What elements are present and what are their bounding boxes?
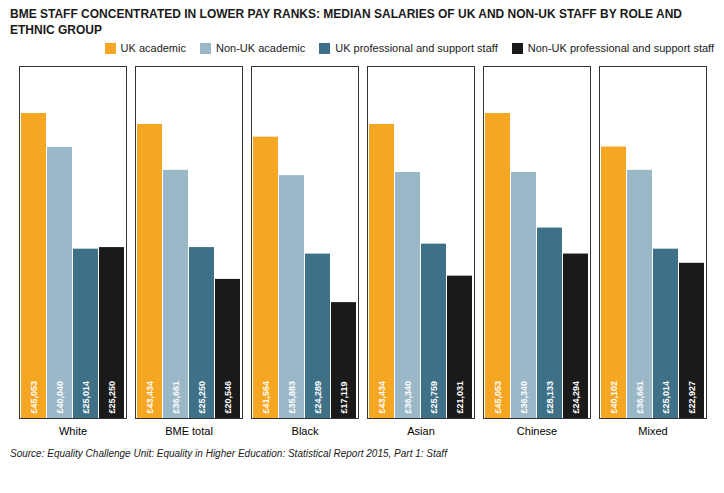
svg-text:£28,133: £28,133	[545, 381, 555, 414]
svg-text:£36,661: £36,661	[635, 381, 645, 414]
svg-text:£35,883: £35,883	[287, 381, 297, 414]
svg-text:£36,661: £36,661	[171, 381, 181, 414]
svg-text:Black: Black	[292, 425, 319, 437]
svg-text:£45,053: £45,053	[29, 381, 39, 414]
svg-text:£36,340: £36,340	[519, 381, 529, 414]
svg-text:£43,434: £43,434	[377, 381, 387, 414]
svg-text:Asian: Asian	[407, 425, 435, 437]
svg-text:£40,102: £40,102	[609, 381, 619, 414]
svg-text:BME total: BME total	[165, 425, 213, 437]
svg-text:£40,040: £40,040	[55, 381, 65, 414]
svg-text:£25,250: £25,250	[197, 381, 207, 414]
svg-text:£45,053: £45,053	[493, 381, 503, 414]
html-text:Non-UK academic: Non-UK academic	[216, 42, 306, 54]
html-text:UK professional and support st: UK professional and support staff	[335, 42, 498, 54]
svg-text:£36,340: £36,340	[403, 381, 413, 414]
svg-text:£22,927: £22,927	[687, 381, 697, 414]
svg-text:£25,014: £25,014	[81, 381, 91, 414]
svg-text:£24,289: £24,289	[313, 381, 323, 414]
svg-text:£20,546: £20,546	[223, 381, 233, 414]
svg-text:White: White	[59, 425, 87, 437]
svg-text:£25,250: £25,250	[107, 381, 117, 414]
html-text:UK academic: UK academic	[120, 42, 186, 54]
svg-text:Mixed: Mixed	[638, 425, 667, 437]
svg-text:Chinese: Chinese	[517, 425, 557, 437]
svg-text:£25,014: £25,014	[661, 381, 671, 414]
html-text:Source: Equality Challenge Uni: Source: Equality Challenge Unit: Equalit…	[10, 448, 447, 459]
svg-text:£24,294: £24,294	[571, 381, 581, 414]
svg-text:£25,759: £25,759	[429, 381, 439, 414]
svg-text:£17,119: £17,119	[339, 381, 349, 413]
svg-text:£43,434: £43,434	[145, 381, 155, 414]
svg-text:£41,564: £41,564	[261, 381, 271, 414]
svg-text:£21,031: £21,031	[455, 381, 465, 414]
html-text:Non-UK professional and suppor: Non-UK professional and support staff	[527, 42, 714, 54]
html-text:BME STAFF CONCENTRATED IN LOWE: BME STAFF CONCENTRATED IN LOWER PAY RANK…	[10, 7, 682, 37]
